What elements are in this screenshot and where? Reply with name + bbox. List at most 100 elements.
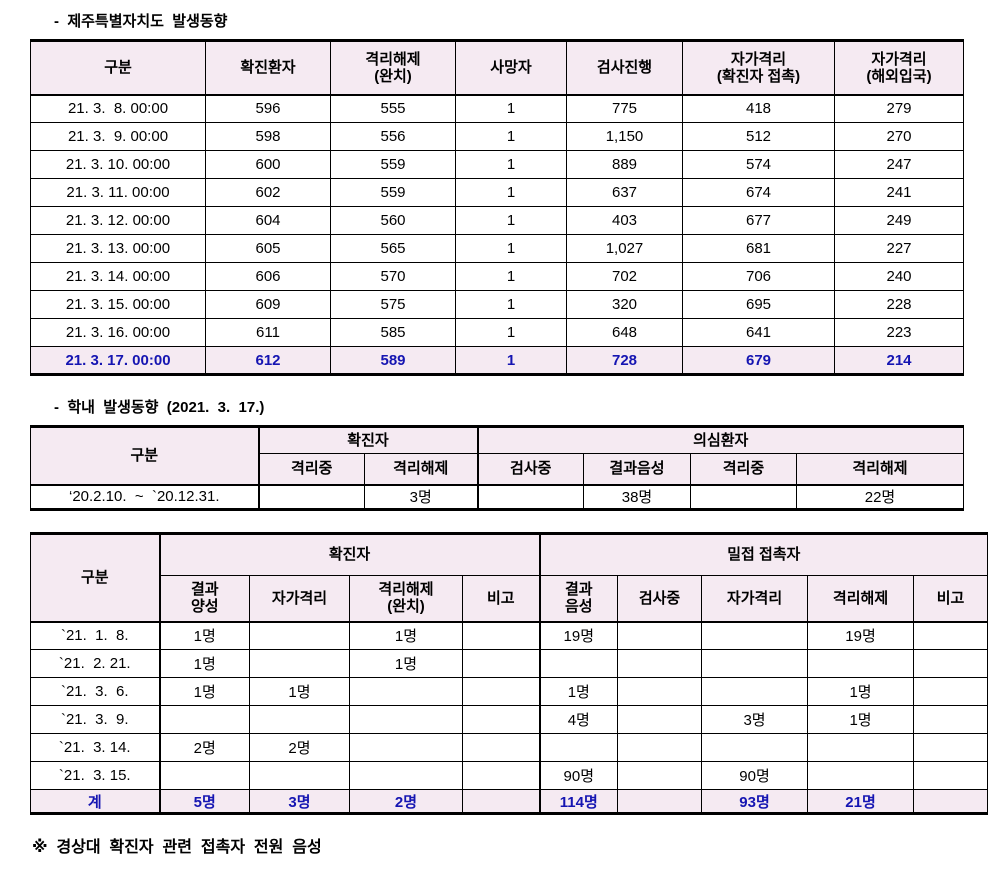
value-cell: 214 — [834, 346, 964, 375]
header-cell-positive: 결과 양성 — [158, 575, 250, 622]
group-header-confirmed: 확진자 — [158, 533, 541, 576]
value-cell: 240 — [834, 262, 964, 291]
header-cell-selfq-overseas: 자가격리 (해외입국) — [834, 40, 964, 95]
group-header-contacts: 밀접 접촉자 — [538, 533, 989, 576]
header-cell-released2: 격리해제 — [795, 453, 965, 485]
value-cell — [701, 621, 809, 650]
value-cell: 247 — [834, 150, 964, 179]
value-cell: 602 — [205, 178, 331, 207]
value-cell: 555 — [330, 94, 456, 123]
value-cell — [807, 649, 915, 678]
value-cell: 22명 — [795, 484, 965, 510]
value-cell: 1명 — [249, 677, 350, 706]
value-cell: 775 — [566, 94, 683, 123]
value-cell — [690, 484, 797, 510]
value-cell: 1,027 — [566, 234, 683, 263]
header-cell-negative: 결과 음성 — [538, 575, 619, 622]
value-cell: 695 — [682, 290, 835, 319]
value-cell: 585 — [330, 318, 456, 347]
value-cell: 38명 — [583, 484, 691, 510]
value-cell: 589 — [330, 346, 456, 375]
group-header-suspected: 의심환자 — [476, 426, 965, 454]
value-cell — [538, 733, 619, 762]
value-cell: 1 — [455, 290, 567, 319]
value-cell: 1 — [455, 122, 567, 151]
value-cell: 403 — [566, 206, 683, 235]
table-row-total: 계 5명 3명 2명 114명 93명 21명 — [30, 789, 989, 814]
header-cell-testing: 검사중 — [617, 575, 703, 622]
table-row: 21. 3. 13. 00:00 605 565 1 1,027 681 227 — [30, 234, 964, 263]
value-cell — [701, 649, 809, 678]
value-cell: 637 — [566, 178, 683, 207]
value-cell — [913, 761, 989, 790]
value-cell: 728 — [566, 346, 683, 375]
header-cell-selfq-contact: 자가격리 (확진자 접촉) — [682, 40, 835, 95]
table-row: 21. 3. 8. 00:00 596 555 1 775 418 279 — [30, 94, 964, 123]
value-cell: 565 — [330, 234, 456, 263]
value-cell: 2명 — [158, 733, 250, 762]
value-cell — [913, 621, 989, 650]
value-cell: 609 — [205, 290, 331, 319]
value-cell: 1 — [455, 94, 567, 123]
table-row: 21. 3. 16. 00:00 611 585 1 648 641 223 — [30, 318, 964, 347]
value-cell: 574 — [682, 150, 835, 179]
header-cell-testing: 검사중 — [476, 453, 584, 485]
value-cell — [461, 705, 541, 734]
value-cell — [913, 705, 989, 734]
value-cell — [807, 761, 915, 790]
value-cell — [701, 677, 809, 706]
value-cell — [257, 484, 365, 510]
header-cell-gubun: 구분 — [30, 426, 259, 485]
table-row: 21. 3. 15. 00:00 609 575 1 320 695 228 — [30, 290, 964, 319]
value-cell: 249 — [834, 206, 964, 235]
date-cell: 21. 3. 11. 00:00 — [30, 178, 206, 207]
value-cell — [617, 621, 703, 650]
header-cell-testing: 검사진행 — [566, 40, 683, 95]
value-cell — [249, 761, 350, 790]
value-cell: 2명 — [249, 733, 350, 762]
value-cell — [538, 649, 619, 678]
section-title-jeju: - 제주특별자치도 발생동향 — [54, 13, 228, 30]
value-cell — [461, 789, 541, 814]
table-row-latest-highlight: 21. 3. 17. 00:00 612 589 1 728 679 214 — [30, 346, 964, 375]
value-cell: 559 — [330, 150, 456, 179]
value-cell: 570 — [330, 262, 456, 291]
value-cell: 227 — [834, 234, 964, 263]
campus-trend-table: 구분 확진자 의심환자 격리중 격리해제 검사중 결과음성 격리중 격리해제 ‘… — [30, 425, 965, 511]
table-row: 21. 3. 10. 00:00 600 559 1 889 574 247 — [30, 150, 964, 179]
value-cell: 3명 — [364, 484, 478, 510]
value-cell: 600 — [205, 150, 331, 179]
value-cell: 681 — [682, 234, 835, 263]
value-cell — [349, 733, 463, 762]
value-cell — [249, 705, 350, 734]
value-cell: 93명 — [701, 789, 809, 814]
value-cell — [913, 677, 989, 706]
jeju-trend-table: 구분 확진환자 격리해제 (완치) 사망자 검사진행 자가격리 (확진자 접촉)… — [30, 39, 964, 376]
value-cell: 706 — [682, 262, 835, 291]
value-cell: 21명 — [807, 789, 915, 814]
header-cell-selfq: 자가격리 — [249, 575, 350, 622]
value-cell: 1명 — [538, 677, 619, 706]
table-row: `21. 3. 14. 2명 2명 — [30, 733, 989, 762]
value-cell — [913, 789, 989, 814]
date-cell: `21. 2. 21. — [30, 649, 160, 678]
value-cell: 1,150 — [566, 122, 683, 151]
header-cell-gubun: 구분 — [30, 40, 206, 95]
value-cell: 1명 — [349, 649, 463, 678]
value-cell — [158, 761, 250, 790]
value-cell: 320 — [566, 290, 683, 319]
value-cell: 1 — [455, 318, 567, 347]
table-row: `21. 3. 6. 1명 1명 1명 1명 — [30, 677, 989, 706]
value-cell: 3명 — [249, 789, 350, 814]
value-cell: 556 — [330, 122, 456, 151]
value-cell — [701, 733, 809, 762]
value-cell — [249, 649, 350, 678]
value-cell: 641 — [682, 318, 835, 347]
value-cell: 1 — [455, 346, 567, 375]
header-cell-selfq2: 자가격리 — [701, 575, 809, 622]
date-cell: `21. 1. 8. — [30, 621, 160, 650]
date-cell: 21. 3. 16. 00:00 — [30, 318, 206, 347]
table-row: 21. 3. 14. 00:00 606 570 1 702 706 240 — [30, 262, 964, 291]
value-cell — [617, 789, 703, 814]
value-cell — [349, 677, 463, 706]
